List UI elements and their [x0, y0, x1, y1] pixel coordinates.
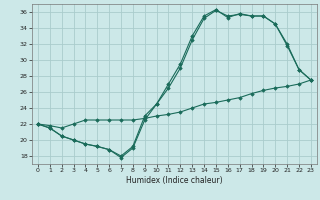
X-axis label: Humidex (Indice chaleur): Humidex (Indice chaleur) [126, 176, 223, 185]
